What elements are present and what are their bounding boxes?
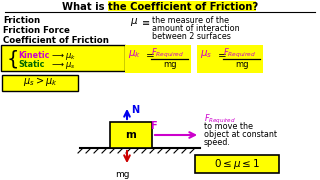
Text: Static: Static <box>18 60 44 69</box>
Bar <box>110 122 152 148</box>
Text: N: N <box>131 105 139 115</box>
Text: $\mu$: $\mu$ <box>130 16 138 28</box>
FancyBboxPatch shape <box>125 45 191 73</box>
Text: between 2 surfaces: between 2 surfaces <box>152 32 231 41</box>
Text: {: { <box>7 50 20 69</box>
Text: $\longrightarrow \mu_k$: $\longrightarrow \mu_k$ <box>50 51 76 62</box>
Text: object at constant: object at constant <box>204 130 277 139</box>
Text: Friction Force: Friction Force <box>3 26 70 35</box>
FancyBboxPatch shape <box>1 45 125 71</box>
FancyBboxPatch shape <box>195 155 279 173</box>
Text: $0 \leq \mu \leq 1$: $0 \leq \mu \leq 1$ <box>214 157 260 171</box>
Text: Friction: Friction <box>3 16 40 25</box>
Text: mg: mg <box>115 170 130 179</box>
Text: $\mu_s$: $\mu_s$ <box>200 48 212 60</box>
Text: Coefficient of Friction: Coefficient of Friction <box>3 36 109 45</box>
Text: speed.: speed. <box>204 138 231 147</box>
Text: F: F <box>150 121 156 131</box>
Text: $F_{Required}$: $F_{Required}$ <box>204 113 236 126</box>
Text: $F_{Required}$: $F_{Required}$ <box>223 47 256 60</box>
Text: $=$: $=$ <box>143 49 155 59</box>
FancyBboxPatch shape <box>2 75 78 91</box>
Text: What is the Coefficient of Friction?: What is the Coefficient of Friction? <box>62 2 258 12</box>
Text: $F_{Required}$: $F_{Required}$ <box>151 47 184 60</box>
Text: $\longrightarrow \mu_s$: $\longrightarrow \mu_s$ <box>50 60 76 71</box>
Text: $\mu_k$: $\mu_k$ <box>128 48 141 60</box>
Text: amount of interaction: amount of interaction <box>152 24 240 33</box>
Text: the measure of the: the measure of the <box>152 16 229 25</box>
Text: $\equiv$: $\equiv$ <box>140 17 151 27</box>
FancyBboxPatch shape <box>197 45 263 73</box>
Text: m: m <box>125 130 136 140</box>
Text: to move the: to move the <box>204 122 253 131</box>
FancyBboxPatch shape <box>108 1 256 11</box>
Text: $\mu_s > \mu_k$: $\mu_s > \mu_k$ <box>23 75 57 89</box>
Text: $=$: $=$ <box>215 49 227 59</box>
Text: mg: mg <box>235 60 249 69</box>
Text: mg: mg <box>163 60 177 69</box>
Text: Kinetic: Kinetic <box>18 51 49 60</box>
